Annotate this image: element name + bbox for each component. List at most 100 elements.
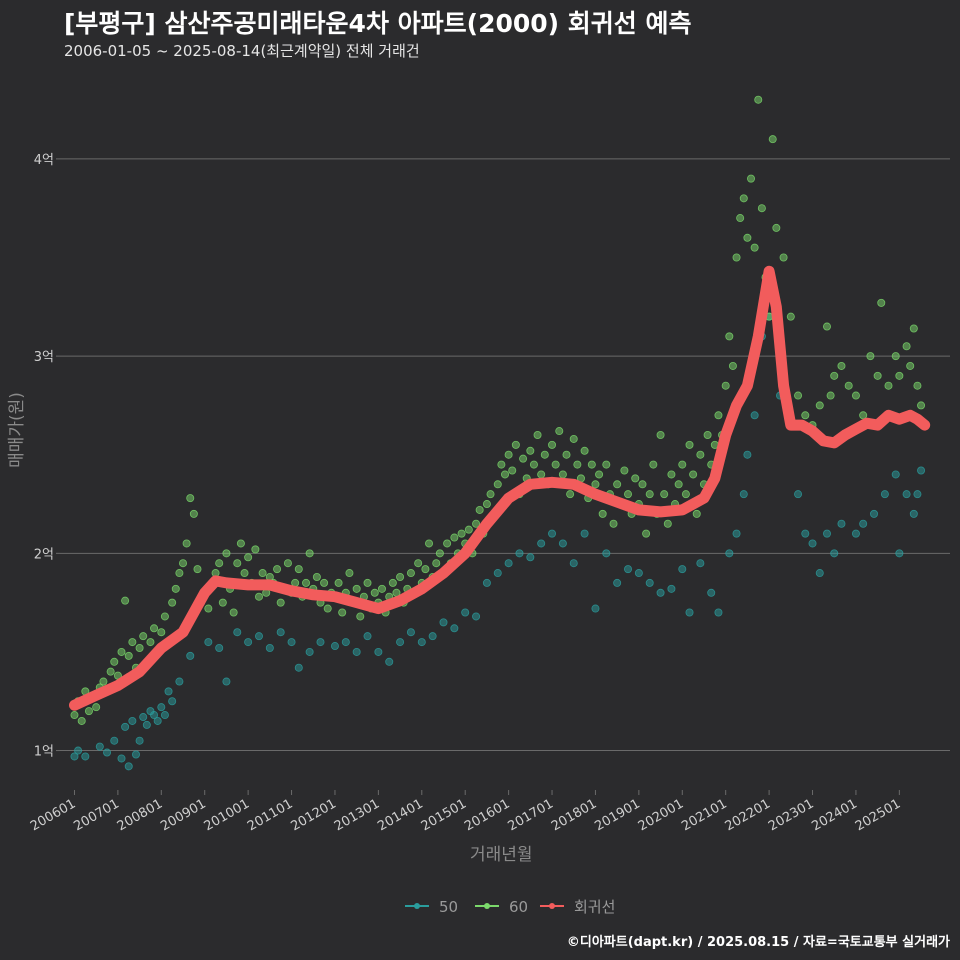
scatter-point-50 [830, 549, 839, 558]
scatter-point-60 [728, 361, 737, 370]
x-tick-label: 200701 [71, 796, 121, 834]
scatter-point-60 [352, 584, 361, 593]
scatter-point-60 [913, 381, 922, 390]
scatter-point-50 [504, 559, 513, 568]
y-tick-label: 3억 [34, 350, 54, 365]
scatter-point-60 [674, 480, 683, 489]
scatter-point-50 [186, 651, 195, 660]
scatter-point-60 [432, 559, 441, 568]
y-tick-label: 1억 [34, 745, 54, 760]
scatter-point-50 [142, 720, 151, 729]
scatter-point-50 [363, 632, 372, 641]
legend-marker [414, 903, 420, 909]
scatter-point-50 [352, 647, 361, 656]
x-axis-title: 거래년월 [470, 845, 533, 865]
legend-item-50: 50 [405, 898, 458, 916]
scatter-point-60 [320, 578, 329, 587]
scatter-point-60 [414, 559, 423, 568]
scatter-point-60 [443, 539, 452, 548]
scatter-point-60 [283, 559, 292, 568]
scatter-point-60 [573, 460, 582, 469]
scatter-point-50 [305, 647, 314, 656]
scatter-point-50 [417, 638, 426, 647]
scatter-point-50 [175, 677, 184, 686]
y-tick-label: 4억 [34, 153, 54, 168]
scatter-point-50 [656, 588, 665, 597]
scatter-point-50 [493, 569, 502, 578]
scatter-point-50 [591, 604, 600, 613]
scatter-point-50 [439, 618, 448, 627]
scatter-point-60 [493, 480, 502, 489]
legend-item-60: 60 [475, 898, 528, 916]
scatter-point-60 [106, 667, 115, 676]
scatter-point-50 [95, 742, 104, 751]
scatter-point-50 [110, 736, 119, 745]
scatter-point-60 [884, 381, 893, 390]
scatter-point-50 [725, 549, 734, 558]
scatter-point-50 [739, 490, 748, 499]
scatter-points [70, 95, 926, 771]
scatter-point-60 [877, 298, 886, 307]
scatter-point-50 [287, 638, 296, 647]
scatter-point-60 [822, 322, 831, 331]
scatter-point-50 [880, 490, 889, 499]
scatter-point-60 [229, 608, 238, 617]
x-tick-label: 202001 [636, 796, 686, 834]
scatter-point-50 [624, 565, 633, 574]
scatter-point-50 [124, 762, 133, 771]
scatter-point-60 [624, 490, 633, 499]
scatter-point-60 [254, 592, 263, 601]
scatter-point-60 [779, 253, 788, 262]
scatter-point-60 [526, 446, 535, 455]
scatter-point-60 [150, 624, 159, 633]
scatter-point-60 [754, 95, 763, 104]
x-tick-label: 202101 [679, 796, 729, 834]
scatter-point-60 [866, 352, 875, 361]
legend-label: 회귀선 [574, 898, 615, 916]
scatter-point-50 [750, 411, 759, 420]
scatter-point-60 [580, 446, 589, 455]
scatter-point-60 [851, 391, 860, 400]
scatter-point-50 [117, 754, 126, 763]
scatter-point-60 [692, 509, 701, 518]
scatter-point-50 [254, 632, 263, 641]
scatter-point-50 [667, 584, 676, 593]
x-tick-label: 200601 [28, 796, 78, 834]
scatter-point-60 [656, 430, 665, 439]
scatter-point-60 [703, 430, 712, 439]
x-tick-label: 201901 [592, 796, 642, 834]
scatter-point-50 [160, 711, 169, 720]
scatter-point-60 [421, 565, 430, 574]
scatter-point-50 [569, 559, 578, 568]
x-tick-label: 201801 [549, 796, 599, 834]
scatter-point-60 [312, 573, 321, 582]
scatter-point-50 [645, 578, 654, 587]
x-tick-label: 202401 [809, 796, 859, 834]
scatter-point-60 [909, 324, 918, 333]
scatter-point-60 [110, 657, 119, 666]
scatter-point-60 [193, 565, 202, 574]
scatter-point-50 [385, 657, 394, 666]
scatter-point-50 [131, 750, 140, 759]
scatter-point-50 [215, 644, 224, 653]
scatter-point-60 [370, 588, 379, 597]
scatter-point-60 [725, 332, 734, 341]
scatter-point-60 [739, 194, 748, 203]
scatter-point-50 [103, 748, 112, 757]
scatter-point-50 [634, 569, 643, 578]
legend-marker [549, 903, 555, 909]
scatter-point-60 [873, 371, 882, 380]
scatter-point-60 [645, 490, 654, 499]
scatter-point-60 [497, 460, 506, 469]
scatter-point-60 [566, 490, 575, 499]
regression-line [69, 265, 931, 711]
scatter-point-50 [685, 608, 694, 617]
legend-item-reg: 회귀선 [540, 898, 615, 916]
scatter-point-50 [801, 529, 810, 538]
scatter-point-60 [551, 460, 560, 469]
scatter-point-60 [179, 559, 188, 568]
scatter-point-50 [580, 529, 589, 538]
scatter-point-50 [316, 638, 325, 647]
scatter-point-60 [388, 578, 397, 587]
chart-title: [부평구] 삼산주공미래타운4차 아파트(2000) 회귀선 예측 [64, 9, 692, 38]
